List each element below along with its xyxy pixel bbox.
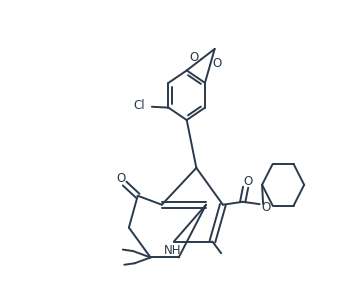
Text: Cl: Cl bbox=[134, 99, 145, 113]
Text: O: O bbox=[243, 176, 253, 188]
Text: O: O bbox=[117, 172, 126, 185]
Text: O: O bbox=[189, 51, 199, 64]
Text: NH: NH bbox=[164, 244, 181, 257]
Text: O: O bbox=[261, 201, 270, 214]
Text: O: O bbox=[213, 57, 222, 70]
